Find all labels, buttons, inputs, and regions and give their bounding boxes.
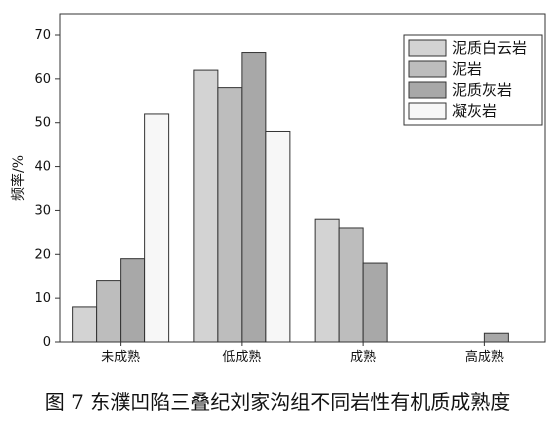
- y-tick-label: 20: [34, 247, 51, 262]
- legend-swatch: [408, 102, 447, 120]
- bar-低成熟-泥岩: [217, 87, 243, 343]
- bar-成熟-泥质白云岩: [314, 218, 340, 343]
- bar-低成熟-泥质灰岩: [241, 52, 267, 343]
- y-tick-label: 50: [34, 116, 51, 131]
- bar-成熟-泥质灰岩: [362, 262, 388, 343]
- bar-未成熟-泥质白云岩: [72, 306, 98, 343]
- figure-caption: 图 7 东濮凹陷三叠纪刘家沟组不同岩性有机质成熟度: [44, 390, 511, 414]
- x-tick-label: 成熟: [350, 349, 376, 365]
- legend-swatch: [408, 39, 447, 57]
- plot-frame: [59, 13, 546, 343]
- bar-低成熟-泥质白云岩: [193, 69, 219, 343]
- y-axis-label: 频率/%: [10, 155, 27, 201]
- x-tick-label: 未成熟: [101, 349, 140, 365]
- axes-layer: 未成熟 低成熟 成熟 高成熟 0 10 20 30 40 50 60 70: [34, 28, 503, 365]
- legend-label: 泥质白云岩: [452, 39, 527, 57]
- bars-layer: [72, 52, 509, 343]
- y-tick-label: 40: [34, 160, 51, 175]
- legend-swatch: [408, 81, 447, 99]
- y-tick-label: 0: [43, 335, 51, 350]
- x-tick-label: 低成熟: [222, 349, 261, 365]
- y-tick-label: 60: [34, 72, 51, 87]
- legend-label: 泥岩: [452, 60, 482, 78]
- y-tick-label: 70: [34, 28, 51, 43]
- bar-高成熟-泥质灰岩: [483, 332, 509, 343]
- bar-成熟-泥岩: [338, 227, 364, 343]
- bar-未成熟-泥质灰岩: [120, 258, 146, 343]
- y-tick-label: 30: [34, 203, 51, 218]
- bar-低成熟-凝灰岩: [265, 130, 291, 343]
- legend-label: 凝灰岩: [452, 102, 497, 120]
- legend-label: 泥质灰岩: [452, 81, 512, 99]
- legend-swatch: [408, 60, 447, 78]
- bar-未成熟-泥岩: [96, 280, 122, 343]
- x-tick-label: 高成熟: [465, 349, 504, 365]
- y-tick-label: 10: [34, 291, 51, 306]
- bar-未成熟-凝灰岩: [144, 113, 170, 343]
